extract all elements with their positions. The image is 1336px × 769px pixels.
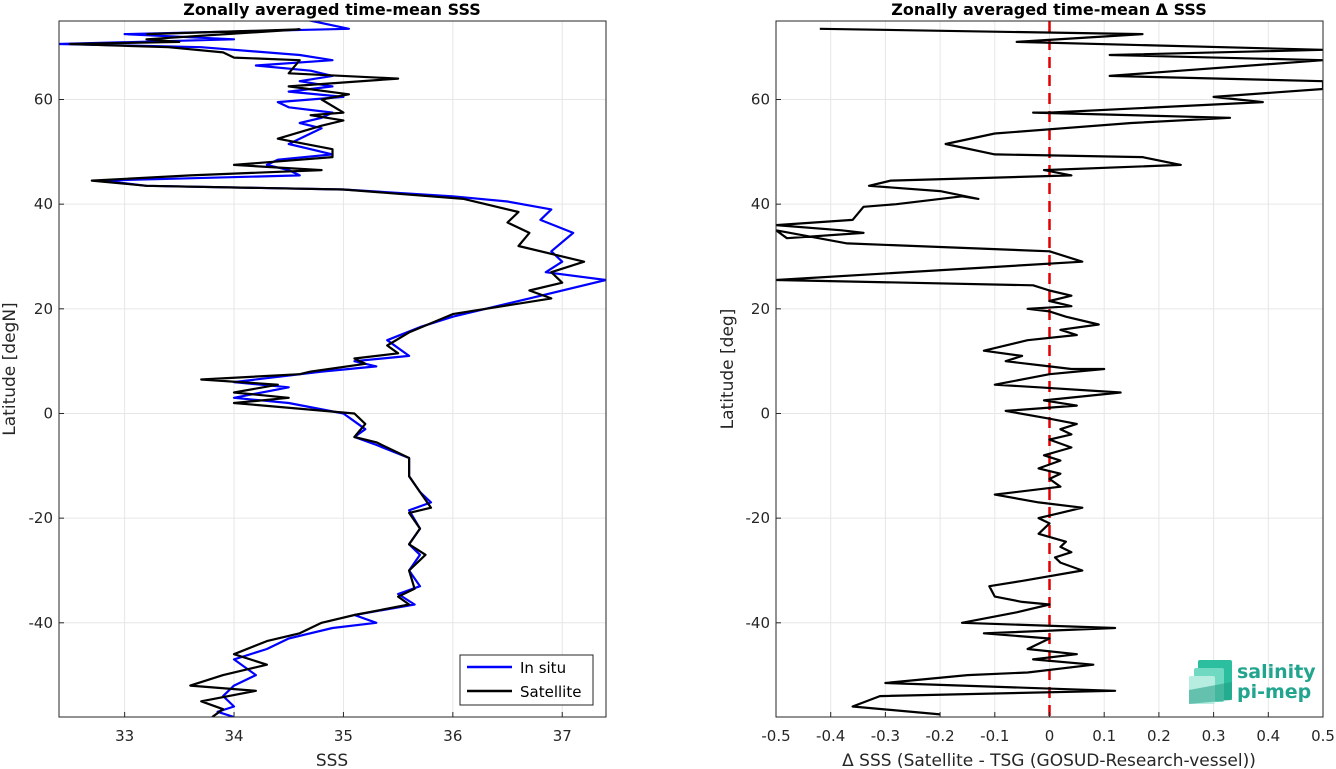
delta-sss-x-tick-label-0-1: 0.1: [1092, 727, 1116, 745]
logo-text-line2: pi-mep: [1237, 681, 1311, 703]
delta-sss-x-tick-label-0-4: -0.4: [816, 727, 845, 745]
sss-chart-title: Zonally averaged time-mean SSS: [183, 0, 481, 19]
sss-x-tick-label-37: 37: [553, 727, 572, 745]
delta-sss-chart-title: Zonally averaged time-mean Δ SSS: [891, 0, 1207, 19]
delta-sss-x-tick-label-0-3: -0.3: [871, 727, 900, 745]
delta-sss-y-tick-label-20: 20: [751, 300, 770, 318]
delta-sss-y-tick-label-20: -20: [746, 509, 771, 527]
legend: In situ Satellite: [459, 654, 594, 706]
delta-sss-y-tick-label-60: 60: [751, 90, 770, 108]
delta-sss-x-tick-label-0-1: -0.1: [980, 727, 1009, 745]
delta-sss-x-tick-label-0-2: 0.2: [1147, 727, 1171, 745]
sss-y-tick-label-0: 0: [43, 404, 53, 422]
delta-sss-series: [776, 27, 1323, 716]
sss-x-tick-label-35: 35: [334, 727, 353, 745]
legend-label-in-situ: In situ: [520, 659, 566, 677]
sss-x-tick-label-33: 33: [115, 727, 134, 745]
delta-sss-y-tick-label-0: 0: [760, 404, 770, 422]
sss-y-axis-label: Latitude [degN]: [0, 302, 20, 435]
sss-tick-labels: 33 34 35 36 37 -40 -20 0 20 40 60: [29, 90, 572, 745]
salinity-pi-mep-logo: salinity pi-mep: [1189, 660, 1316, 704]
delta-sss-y-tick-label-40: -40: [746, 614, 771, 632]
legend-label-satellite: Satellite: [520, 683, 581, 701]
delta-sss-tick-labels: -0.5 -0.4 -0.3 -0.2 -0.1 0 0.1 0.2 0.3 0.4 0.5 -40 -…: [746, 90, 1335, 745]
delta-sss-x-tick-label-0-3: 0.3: [1202, 727, 1226, 745]
delta-sss-y-axis-label: Latitude [deg]: [718, 309, 738, 430]
sss-y-tick-label-20: 20: [34, 300, 53, 318]
sss-y-tick-label-60: 60: [34, 90, 53, 108]
delta-sss-panel: -0.5 -0.4 -0.3 -0.2 -0.1 0 0.1 0.2 0.3 0.4 0.5 -40 -…: [718, 0, 1335, 769]
sss-y-tick-label-20: -20: [29, 509, 54, 527]
sss-x-axis-label: SSS: [316, 751, 348, 769]
delta-sss-y-tick-label-40: 40: [751, 195, 770, 213]
sss-x-tick-label-36: 36: [443, 727, 462, 745]
delta-sss-series-line-0: [776, 27, 1323, 716]
delta-sss-x-axis-label: Δ SSS (Satellite - TSG (GOSUD-Research-v…: [842, 751, 1256, 769]
sss-panel: 33 34 35 36 37 -40 -20 0 20 40 60 Zonally averaged…: [0, 0, 607, 769]
logo-mark-icon: [1189, 660, 1232, 704]
sss-series-satellite: [68, 28, 586, 717]
sss-y-tick-label-40: -40: [29, 614, 54, 632]
logo-text-line1: salinity: [1237, 661, 1316, 683]
sss-series: [59, 21, 606, 717]
sss-axes-box: [58, 20, 607, 718]
delta-sss-x-tick-label-0-5: -0.5: [761, 727, 790, 745]
delta-sss-x-tick-label-0-5: 0.5: [1311, 727, 1335, 745]
delta-sss-x-tick-label-0-2: -0.2: [925, 727, 954, 745]
legend-box: [459, 654, 594, 706]
sss-y-tick-label-40: 40: [34, 195, 53, 213]
delta-sss-x-tick-label-0-4: 0.4: [1256, 727, 1280, 745]
delta-sss-x-tick-label-0: 0: [1045, 727, 1055, 745]
sss-x-tick-label-34: 34: [224, 727, 243, 745]
